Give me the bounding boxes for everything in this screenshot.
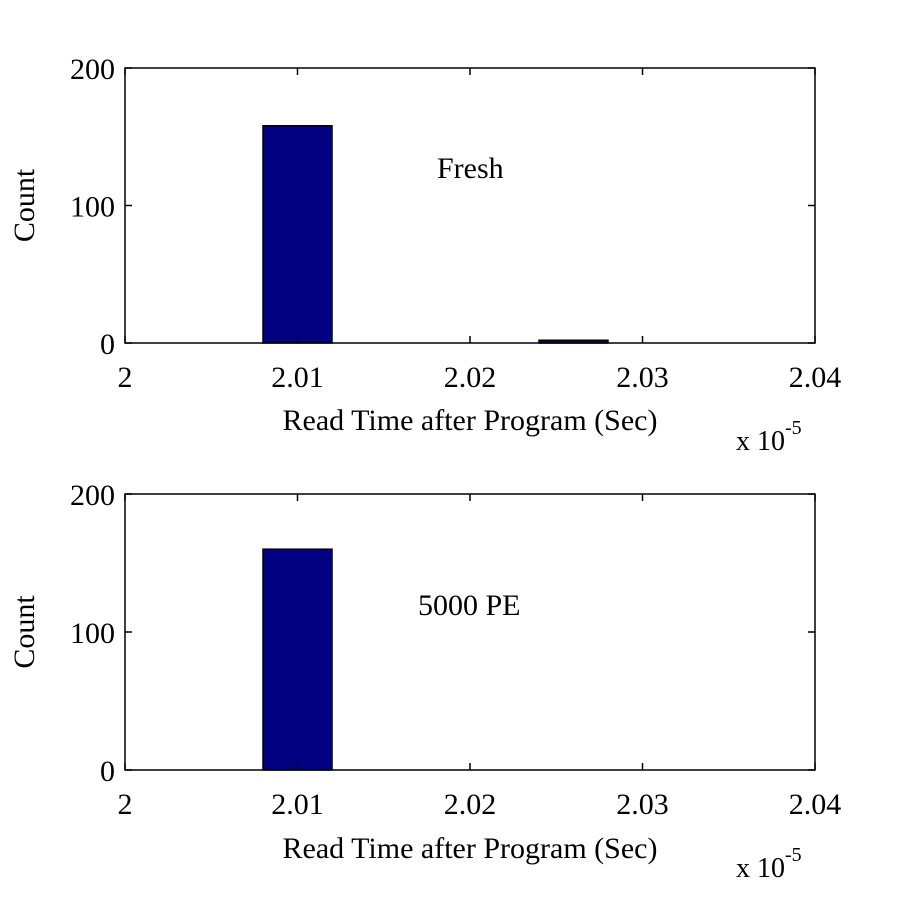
x-axis-exponent: x 10-5	[736, 844, 802, 884]
x-axis-exponent-power: -5	[785, 417, 802, 439]
x-tick-label: 2	[118, 361, 133, 394]
y-tick-label: 200	[70, 479, 115, 512]
x-axis-exponent-power: -5	[785, 844, 802, 866]
y-axis-label: Count	[8, 595, 41, 669]
x-tick-label: 2.04	[789, 788, 842, 821]
plot-area	[124, 493, 816, 771]
x-tick-label: 2.02	[444, 788, 497, 821]
histogram-bar-2	[538, 339, 609, 344]
x-axis-label: Read Time after Program (Sec)	[283, 832, 658, 865]
y-tick-label: 100	[70, 191, 115, 224]
x-tick-label: 2.01	[271, 361, 324, 394]
y-axis-label: Count	[8, 168, 41, 242]
plot-area	[124, 67, 816, 344]
y-tick-label: 0	[100, 328, 115, 361]
x-axis-exponent: x 10-5	[736, 417, 802, 457]
x-axis-exponent-base: x 10	[736, 426, 785, 457]
x-axis-exponent-base: x 10	[736, 853, 785, 884]
x-tick-label: 2.04	[789, 361, 842, 394]
histogram-panel-2: 2 2.01 2.02 2.03 2.04 0 100 200 Read Time after …	[8, 479, 841, 884]
x-tick-label: 2.03	[616, 361, 669, 394]
panel-annotation: 5000 PE	[418, 589, 521, 622]
x-tick-label: 2	[118, 788, 133, 821]
x-tick-label: 2.02	[444, 361, 497, 394]
y-tick-label: 200	[70, 53, 115, 86]
histogram-panel-1: 2 2.01 2.02 2.03 2.04 0 100 200 Read Time after …	[8, 53, 841, 457]
y-tick-label: 100	[70, 617, 115, 650]
x-tick-label: 2.03	[616, 788, 669, 821]
panel-annotation: Fresh	[437, 152, 504, 185]
y-tick-label: 0	[100, 755, 115, 788]
histogram-bar-1	[262, 125, 333, 344]
x-tick-label: 2.01	[271, 788, 324, 821]
x-axis-label: Read Time after Program (Sec)	[283, 404, 658, 437]
histogram-bar-1	[262, 548, 333, 771]
